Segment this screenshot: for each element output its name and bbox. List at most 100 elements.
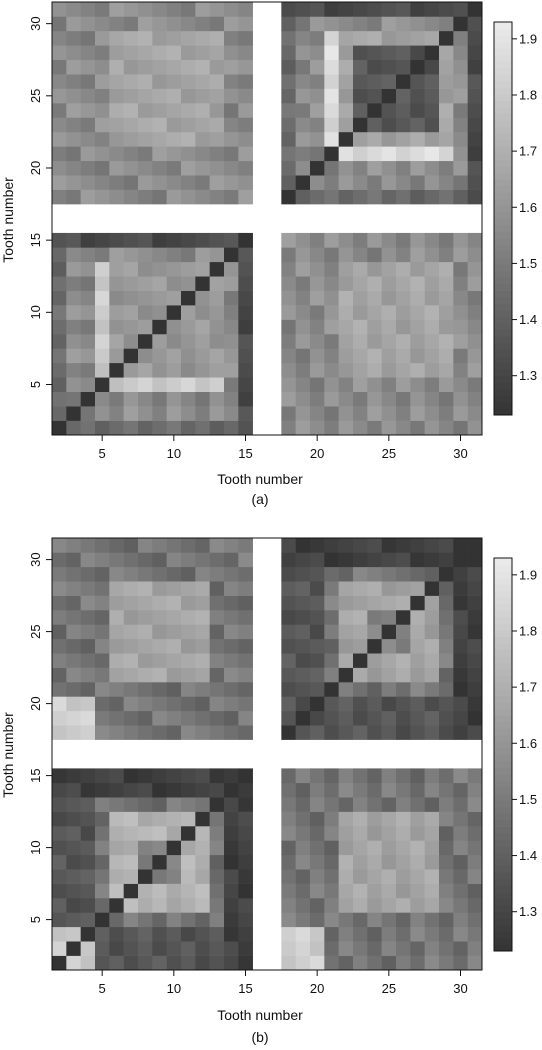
heatmap-cell bbox=[295, 362, 311, 378]
heatmap-b-cells bbox=[52, 538, 483, 971]
heatmap-cell bbox=[310, 624, 325, 640]
heatmap-cell bbox=[52, 955, 67, 971]
heatmap-cell bbox=[439, 276, 454, 291]
heatmap-cell bbox=[80, 826, 96, 841]
heatmap-cell bbox=[95, 667, 110, 683]
heatmap-cell bbox=[195, 725, 210, 740]
heatmap-cell bbox=[453, 319, 468, 335]
heatmap-cell bbox=[80, 276, 96, 291]
colorbar-segment bbox=[494, 682, 512, 690]
heatmap-cell bbox=[166, 391, 182, 407]
colorbar-segment bbox=[494, 689, 512, 696]
heatmap-cell bbox=[95, 768, 110, 784]
heatmap-cell bbox=[238, 131, 253, 147]
heatmap-cell bbox=[353, 610, 368, 625]
heatmap-cell bbox=[109, 189, 124, 205]
heatmap-cell bbox=[238, 232, 253, 248]
heatmap-cell bbox=[181, 912, 196, 928]
heatmap-cell bbox=[295, 333, 311, 349]
heatmap-cell bbox=[195, 898, 210, 913]
colorbar-segment bbox=[494, 918, 512, 926]
heatmap-cell bbox=[453, 420, 468, 436]
heatmap-cell bbox=[66, 333, 81, 349]
heatmap-cell bbox=[52, 333, 67, 349]
heatmap-cell bbox=[209, 59, 225, 75]
heatmap-cell bbox=[310, 811, 325, 827]
heatmap-cell bbox=[281, 653, 296, 668]
heatmap-cell bbox=[381, 898, 397, 913]
heatmap-cell bbox=[410, 117, 425, 133]
heatmap-cell bbox=[295, 247, 311, 263]
heatmap-cell bbox=[181, 131, 196, 147]
heatmap-cell bbox=[80, 725, 96, 740]
colorbar-segment bbox=[494, 708, 512, 716]
heatmap-cell bbox=[95, 160, 110, 176]
heatmap-cell bbox=[424, 160, 440, 176]
heatmap-cell bbox=[195, 826, 210, 841]
heatmap-cell bbox=[95, 898, 110, 913]
heatmap-cell bbox=[195, 595, 210, 611]
heatmap-cell bbox=[295, 926, 311, 942]
heatmap-cell bbox=[123, 88, 139, 104]
heatmap-cell bbox=[166, 175, 182, 190]
heatmap-cell bbox=[80, 883, 96, 899]
heatmap-cell bbox=[109, 638, 124, 654]
heatmap-cell bbox=[396, 30, 411, 46]
heatmap-cell bbox=[195, 276, 210, 291]
colorbar-tick-label: 1.3 bbox=[519, 368, 537, 383]
heatmap-cell bbox=[209, 912, 225, 928]
heatmap-cell bbox=[281, 30, 296, 46]
heatmap-cell bbox=[95, 840, 110, 856]
heatmap-cell bbox=[338, 305, 354, 320]
heatmap-cell bbox=[281, 696, 296, 712]
heatmap-cell bbox=[195, 175, 210, 190]
heatmap-cell bbox=[439, 232, 454, 248]
heatmap-cell bbox=[152, 232, 167, 248]
heatmap-a-cells bbox=[52, 2, 483, 436]
colorbar-segment bbox=[494, 192, 512, 200]
heatmap-cell bbox=[295, 811, 311, 827]
heatmap-cell bbox=[424, 16, 440, 32]
heatmap-cell bbox=[367, 610, 382, 625]
heatmap-cell bbox=[281, 117, 296, 133]
colorbar-segment bbox=[494, 133, 512, 141]
heatmap-cell bbox=[195, 941, 210, 956]
heatmap-cell bbox=[367, 883, 382, 899]
heatmap-cell bbox=[209, 538, 225, 553]
colorbar-segment bbox=[494, 87, 512, 95]
heatmap-cell bbox=[166, 305, 182, 320]
heatmap-cell bbox=[224, 869, 239, 884]
heatmap-cell bbox=[353, 232, 368, 248]
heatmap-cell bbox=[195, 74, 210, 89]
heatmap-cell bbox=[52, 276, 67, 291]
heatmap-cell bbox=[310, 406, 325, 421]
heatmap-cell bbox=[424, 653, 440, 668]
heatmap-cell bbox=[209, 653, 225, 668]
heatmap-cell bbox=[123, 276, 139, 291]
heatmap-cell bbox=[238, 290, 253, 306]
heatmap-cell bbox=[209, 420, 225, 436]
heatmap-cell bbox=[80, 420, 96, 436]
heatmap-cell bbox=[152, 826, 167, 841]
colorbar-segment bbox=[494, 310, 512, 318]
heatmap-cell bbox=[453, 682, 468, 697]
heatmap-cell bbox=[295, 768, 311, 784]
heatmap-cell bbox=[324, 16, 339, 32]
heatmap-cell bbox=[310, 189, 325, 205]
heatmap-cell bbox=[123, 59, 139, 75]
heatmap-cell bbox=[109, 88, 124, 104]
heatmap-cell bbox=[52, 667, 67, 683]
heatmap-cell bbox=[52, 406, 67, 421]
heatmap-cell bbox=[338, 797, 354, 812]
heatmap-cell bbox=[138, 247, 153, 263]
heatmap-cell bbox=[181, 638, 196, 654]
heatmap-cell bbox=[224, 883, 239, 899]
heatmap-cell bbox=[324, 826, 339, 841]
heatmap-cell bbox=[52, 45, 67, 61]
heatmap-cell bbox=[52, 566, 67, 582]
colorbar-segment bbox=[494, 944, 512, 952]
heatmap-cell bbox=[338, 538, 354, 553]
colorbar-tick-label: 1.5 bbox=[519, 792, 537, 807]
heatmap-cell bbox=[381, 59, 397, 75]
heatmap-cell bbox=[353, 869, 368, 884]
